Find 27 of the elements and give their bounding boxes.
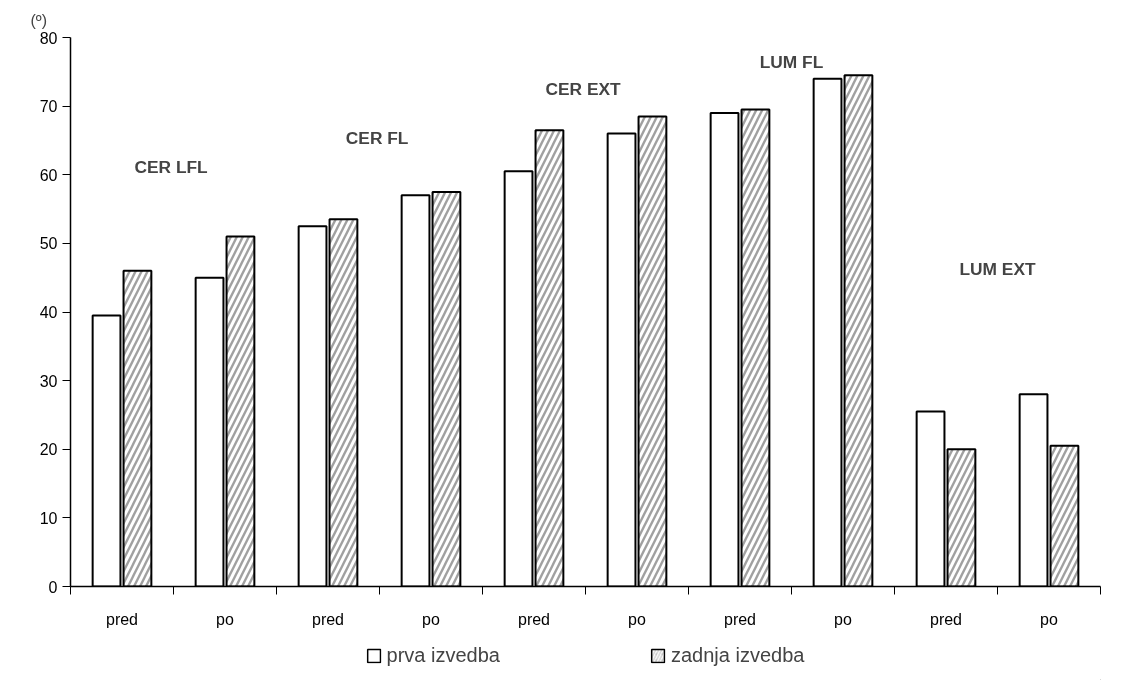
- x-tick-label: po: [1040, 610, 1058, 628]
- x-tick-label: pred: [929, 610, 963, 628]
- y-tick-label: 80: [39, 29, 58, 47]
- y-tick-label: 60: [39, 166, 58, 184]
- legend-label: prva izvedba: [386, 643, 500, 667]
- annotation: CER EXT: [545, 78, 622, 99]
- x-tick-label: pred: [105, 610, 139, 628]
- y-tick-label: 20: [39, 441, 58, 459]
- annotation: CER FL: [345, 127, 409, 148]
- y-tick-label: 40: [39, 304, 58, 321]
- x-tick-label: po: [216, 610, 234, 628]
- y-tick-label: 10: [39, 509, 58, 527]
- y-tick-label: 50: [39, 235, 58, 253]
- x-tick-label: pred: [723, 610, 757, 628]
- y-tick-label: 30: [39, 372, 58, 390]
- x-tick-label: po: [834, 610, 852, 628]
- annotation: LUM EXT: [959, 259, 1036, 280]
- y-tick-label: 70: [39, 98, 58, 116]
- x-tick-label: po: [628, 610, 646, 628]
- annotation: LUM FL: [759, 52, 824, 73]
- x-tick-label: pred: [311, 610, 345, 628]
- y-axis-title: (º): [30, 11, 47, 29]
- annotation: CER LFL: [134, 156, 209, 177]
- x-tick-label: pred: [517, 610, 551, 628]
- x-tick-label: po: [422, 610, 440, 628]
- y-tick-label: 0: [48, 578, 58, 596]
- legend-label: zadnja izvedba: [670, 643, 805, 667]
